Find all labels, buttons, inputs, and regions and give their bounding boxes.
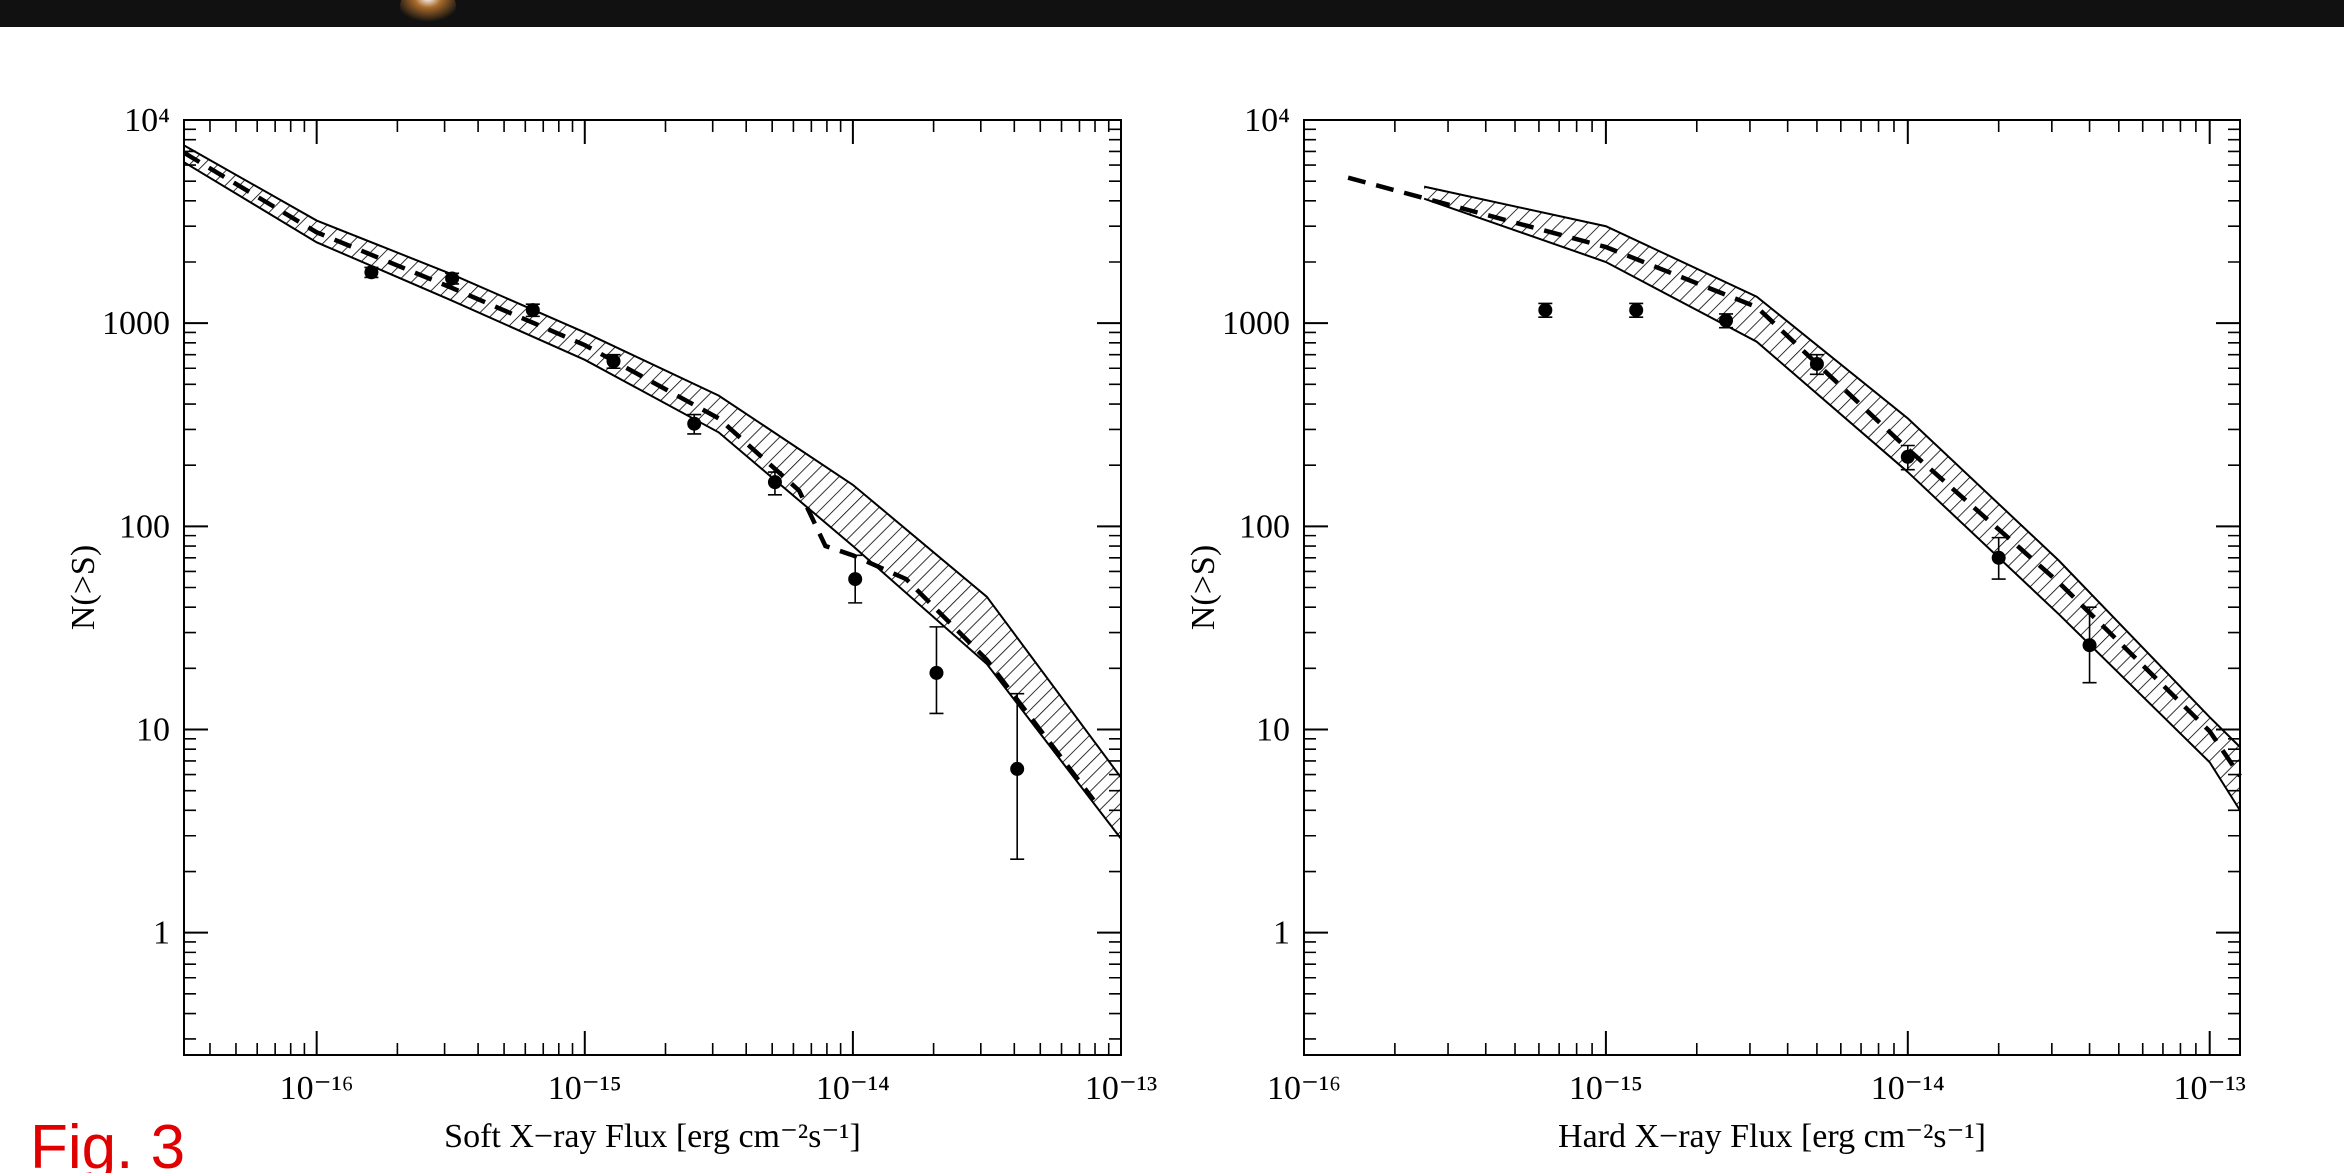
hatched-band (184, 145, 1121, 839)
banner-glow (400, 0, 456, 26)
y-tick-label: 1000 (1222, 305, 1290, 342)
x-tick-label: 10⁻¹⁴ (816, 1070, 890, 1107)
y-tick-label: 10⁴ (1244, 102, 1290, 139)
data-point (848, 572, 863, 587)
x-tick-label: 10⁻¹⁵ (1569, 1070, 1643, 1107)
plot-frame (1303, 119, 2241, 1056)
y-tick-label: 1000 (102, 305, 170, 342)
data-point (1900, 449, 1915, 464)
model-line (1347, 175, 2242, 778)
y-tick-label: 1 (1273, 915, 1290, 952)
figure-label: Fig. 3 (30, 1113, 185, 1173)
model-line (182, 150, 1096, 802)
data-point (1629, 303, 1644, 318)
band-lower-edge (1423, 197, 2241, 811)
y-tick-label: 100 (119, 508, 170, 545)
y-tick-label: 10 (136, 712, 170, 749)
data-point (1538, 303, 1553, 318)
error-bar (1010, 692, 1025, 860)
data-point (1719, 313, 1734, 328)
x-tick-label: 10⁻¹⁶ (280, 1070, 354, 1107)
plot-frame (183, 119, 1122, 1056)
x-tick-label: 10⁻¹⁵ (548, 1070, 622, 1107)
data-point (445, 271, 460, 286)
band-lower-edge (183, 161, 1122, 840)
x-tick-label: 10⁻¹⁴ (1871, 1070, 1945, 1107)
data-point (2082, 638, 2097, 653)
data-point (767, 475, 782, 490)
y-tick-label: 10 (1256, 712, 1290, 749)
y-axis-label: N(>S) (65, 545, 102, 630)
top-banner (0, 0, 2344, 27)
y-tick-label: 100 (1239, 508, 1290, 545)
y-axis-label: N(>S) (1185, 545, 1222, 630)
data-point (525, 303, 540, 318)
band-upper-edge (1423, 185, 2241, 748)
data-point (1010, 761, 1025, 776)
x-tick-label: 10⁻¹⁶ (1267, 1070, 1341, 1107)
data-point (1991, 550, 2006, 565)
x-axis-label: Hard X−ray Flux [erg cm⁻²s⁻¹] (1558, 1118, 1986, 1155)
data-point (364, 265, 379, 280)
x-tick-label: 10⁻¹³ (1085, 1070, 1157, 1107)
y-tick-label: 10⁴ (124, 102, 170, 139)
data-point (929, 665, 944, 680)
band-upper-edge (183, 144, 1122, 779)
x-axis-label: Soft X−ray Flux [erg cm⁻²s⁻¹] (444, 1118, 861, 1155)
x-tick-label: 10⁻¹³ (2174, 1070, 2246, 1107)
y-tick-label: 1 (153, 915, 170, 952)
hatched-band (1424, 186, 2240, 811)
data-point (687, 416, 702, 431)
data-point (606, 354, 621, 369)
data-point (1809, 356, 1824, 371)
